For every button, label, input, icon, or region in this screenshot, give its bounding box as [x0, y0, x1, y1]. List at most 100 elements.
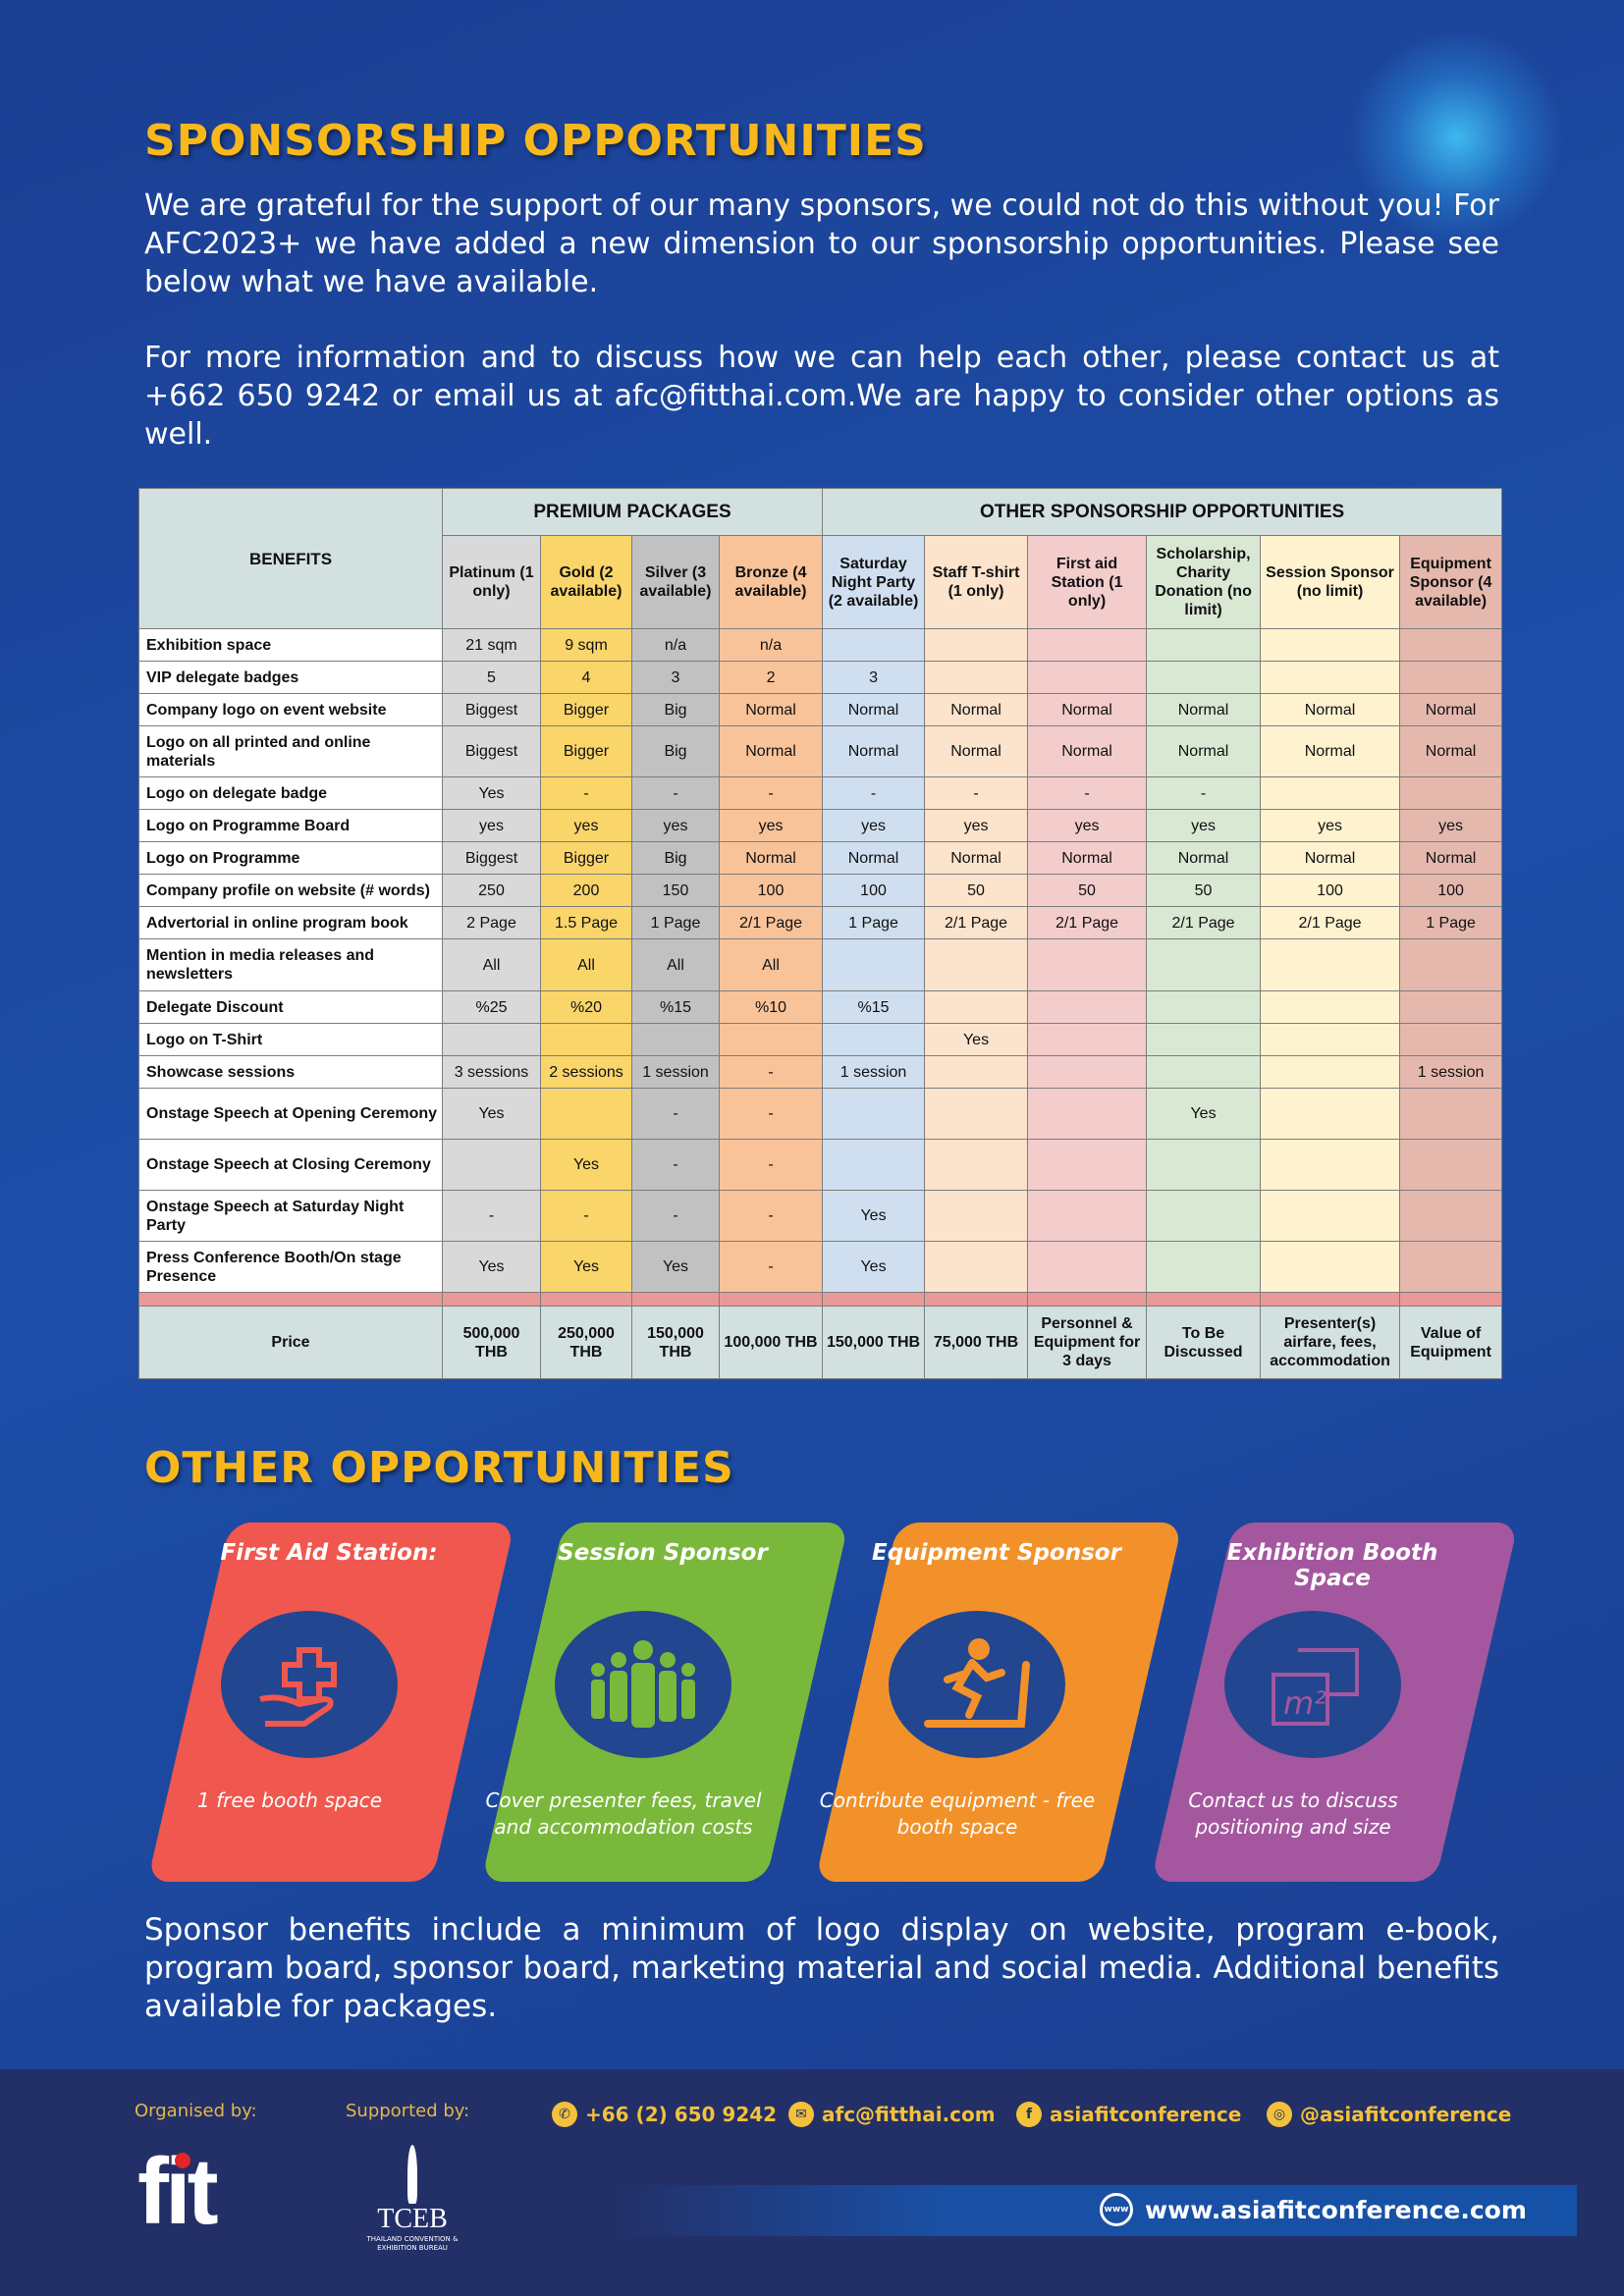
table-cell: [1146, 1241, 1262, 1293]
table-cell: yes: [718, 809, 824, 842]
table-cell: -: [718, 1055, 824, 1089]
table-cell: -: [631, 776, 720, 810]
table-cell: yes: [1027, 809, 1148, 842]
table-cell: [442, 1139, 541, 1191]
table-cell: Normal: [1260, 725, 1401, 777]
table-cell: Normal: [1260, 693, 1401, 726]
table-cell: [1146, 938, 1262, 991]
table-cell: [1260, 1055, 1401, 1089]
table-cell: [1027, 1190, 1148, 1242]
table-cell: Yes: [1146, 1088, 1262, 1140]
benefit-label: Company logo on event website: [138, 693, 443, 726]
column-header: Session Sponsor (no limit): [1260, 535, 1401, 629]
price-cell: To Be Discussed: [1146, 1306, 1262, 1379]
table-cell: [924, 990, 1029, 1024]
table-cell: [1399, 776, 1503, 810]
table-cell: Normal: [1146, 841, 1262, 875]
table-cell: yes: [1260, 809, 1401, 842]
table-cell: -: [822, 776, 926, 810]
table-cell: %15: [631, 990, 720, 1024]
sponsorship-table: BENEFITS PREMIUM PACKAGES OTHER SPONSORS…: [138, 488, 1503, 1379]
table-cell: [924, 661, 1029, 694]
table-cell: 50: [1146, 874, 1262, 907]
table-row: Logo on delegate badge Yes - - - - - - -: [138, 776, 1503, 810]
table-row: Onstage Speech at Closing Ceremony Yes - -: [138, 1139, 1503, 1191]
table-cell: Normal: [1399, 693, 1503, 726]
table-cell: [822, 938, 926, 991]
table-cell: [1146, 1023, 1262, 1056]
table-cell: [1260, 1241, 1401, 1293]
table-cell: yes: [442, 809, 541, 842]
benefit-label: Logo on T-Shirt: [138, 1023, 443, 1056]
table-cell: [924, 938, 1029, 991]
table-cell: -: [631, 1190, 720, 1242]
column-header: Saturday Night Party (2 available): [822, 535, 926, 629]
decorative-glow: [1349, 29, 1565, 245]
table-cell: 1 Page: [1399, 906, 1503, 939]
table-row: Press Conference Booth/On stage Presence…: [138, 1241, 1503, 1293]
tceb-logo: TCEB THAILAND CONVENTION & EXHIBITION BU…: [353, 2145, 471, 2253]
table-cell: Yes: [540, 1241, 632, 1293]
table-cell: [1260, 938, 1401, 991]
separator-cell: [924, 1292, 1029, 1307]
table-cell: All: [718, 938, 824, 991]
table-cell: [1027, 1088, 1148, 1140]
instagram-icon: ◎: [1267, 2102, 1292, 2127]
email-contact[interactable]: ✉ afc@fitthai.com: [788, 2102, 996, 2127]
table-cell: [1146, 1190, 1262, 1242]
table-cell: Yes: [822, 1241, 926, 1293]
table-cell: [1260, 661, 1401, 694]
intro-paragraph: We are grateful for the support of our m…: [144, 188, 1499, 299]
table-cell: [1146, 661, 1262, 694]
table-cell: [1146, 1139, 1262, 1191]
premium-packages-header: PREMIUM PACKAGES: [441, 488, 824, 536]
card-title: Exhibition Booth Space: [1226, 1540, 1438, 1591]
table-cell: Yes: [822, 1190, 926, 1242]
opportunity-card: First Aid Station: 1 free booth space: [147, 1522, 515, 1882]
table-cell: [822, 1088, 926, 1140]
card-title: Equipment Sponsor: [872, 1540, 1121, 1566]
benefit-label: Company profile on website (# words): [138, 874, 443, 907]
table-cell: -: [631, 1139, 720, 1191]
table-cell: Yes: [540, 1139, 632, 1191]
table-cell: [924, 1241, 1029, 1293]
separator-cell: [1260, 1292, 1401, 1307]
facebook-link[interactable]: f asiafitconference: [1016, 2102, 1241, 2127]
card-description: 1 free booth space: [196, 1789, 383, 1812]
table-cell: %15: [822, 990, 926, 1024]
table-cell: Normal: [1027, 725, 1148, 777]
table-cell: 9 sqm: [540, 628, 632, 662]
table-cell: 250: [442, 874, 541, 907]
card-title: Session Sponsor: [558, 1540, 768, 1566]
table-cell: 2/1 Page: [718, 906, 824, 939]
table-cell: [540, 1088, 632, 1140]
table-cell: Yes: [442, 1088, 541, 1140]
table-cell: -: [924, 776, 1029, 810]
phone-contact[interactable]: ✆ +66 (2) 650 9242: [552, 2102, 777, 2127]
table-row: Onstage Speech at Opening Ceremony Yes - - Y…: [138, 1088, 1503, 1140]
table-cell: yes: [1146, 809, 1262, 842]
instagram-link[interactable]: ◎ @asiafitconference: [1267, 2102, 1511, 2127]
table-cell: Normal: [718, 725, 824, 777]
benefit-label: Exhibition space: [138, 628, 443, 662]
table-cell: 2 sessions: [540, 1055, 632, 1089]
benefit-label: Logo on Programme: [138, 841, 443, 875]
table-cell: 2: [718, 661, 824, 694]
table-cell: 1 Page: [631, 906, 720, 939]
separator-cell: [138, 1292, 443, 1307]
table-row: Logo on Programme Board yes yes yes yes yes ye…: [138, 809, 1503, 842]
table-cell: [1399, 938, 1503, 991]
table-cell: [822, 628, 926, 662]
price-cell: 100,000 THB: [718, 1306, 824, 1379]
benefit-label: Press Conference Booth/On stage Presence: [138, 1241, 443, 1293]
table-cell: %25: [442, 990, 541, 1024]
fit-logo: fit: [137, 2139, 219, 2244]
table-cell: Yes: [631, 1241, 720, 1293]
table-cell: 50: [1027, 874, 1148, 907]
table-cell: [1027, 1023, 1148, 1056]
table-cell: [1399, 628, 1503, 662]
table-cell: 2/1 Page: [924, 906, 1029, 939]
table-cell: Normal: [1399, 841, 1503, 875]
website-link[interactable]: www www.asiafitconference.com: [1100, 2193, 1527, 2226]
table-cell: [1260, 1190, 1401, 1242]
